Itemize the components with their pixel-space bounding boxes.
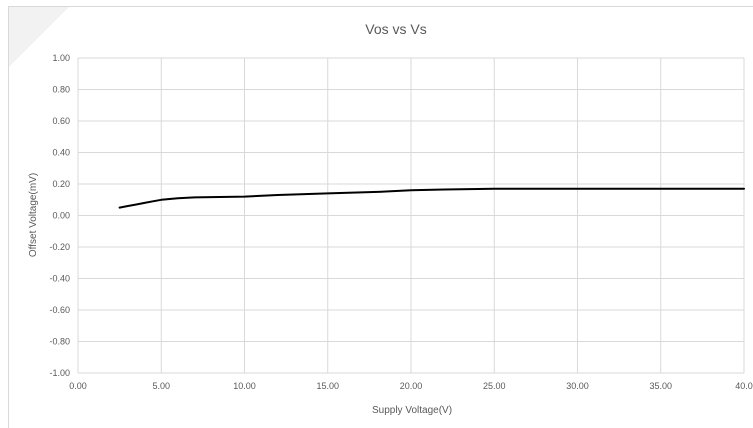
x-tick-label: 20.00: [400, 381, 423, 391]
x-tick-label: 0.00: [69, 381, 87, 391]
series-line: [118, 187, 745, 209]
x-tick-label: 35.00: [649, 381, 672, 391]
series-group: [118, 187, 745, 209]
x-tick-label: 30.00: [566, 381, 589, 391]
chart-frame: [8, 6, 753, 428]
y-tick-label: 0.60: [52, 116, 70, 126]
x-tick-labels: 0.00 5.00 10.00 15.00 20.00 25.00 30.00 35.00 40…: [69, 381, 753, 391]
x-tick-label: 25.00: [483, 381, 506, 391]
y-tick-label: -1.00: [49, 368, 70, 378]
y-tick-labels: 1.00 0.80 0.60 0.40 0.20 0.00 -0.20 -0.40 -0.60 -…: [49, 53, 70, 378]
y-tick-label: 0.00: [52, 211, 70, 221]
grid: [77, 57, 745, 374]
y-axis-label: Offset Voltage(mV): [28, 173, 39, 257]
x-tick-label: 5.00: [152, 381, 170, 391]
y-tick-label: -0.40: [49, 274, 70, 284]
y-tick-label: 0.80: [52, 85, 70, 95]
chart-title: Vos vs Vs: [365, 21, 426, 37]
y-tick-label: 0.40: [52, 148, 70, 158]
x-tick-label: 40.0: [735, 381, 753, 391]
x-axis-label: Supply Voltage(V): [372, 405, 452, 416]
x-tick-label: 10.00: [233, 381, 256, 391]
y-tick-label: 0.20: [52, 179, 70, 189]
corner-shade: [9, 7, 69, 67]
x-tick-label: 15.00: [316, 381, 339, 391]
y-tick-label: -0.80: [49, 337, 70, 347]
y-tick-label: -0.20: [49, 242, 70, 252]
y-tick-label: -0.60: [49, 305, 70, 315]
y-tick-label: 1.00: [52, 53, 70, 63]
